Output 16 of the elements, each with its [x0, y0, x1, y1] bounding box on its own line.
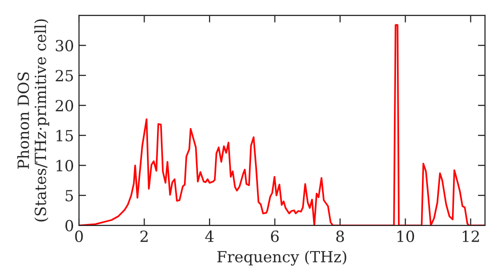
x-tick-label: 2 — [140, 230, 148, 242]
y-tick-label: 0 — [65, 220, 74, 232]
x-tick-label: 0 — [75, 230, 83, 242]
x-tick-label: 4 — [205, 230, 214, 242]
x-tick-label: 10 — [398, 230, 414, 242]
x-tick-label: 8 — [336, 230, 344, 242]
y-tick-label: 30 — [56, 40, 74, 52]
y-axis-title: Phonon DOS (States/THz·primitive cell) — [17, 19, 50, 222]
y-tick-label: 15 — [56, 130, 73, 142]
y-tick-label: 5 — [66, 190, 73, 202]
x-tick-label: 12 — [462, 230, 479, 242]
y-tick-label: 25 — [56, 70, 73, 82]
y-tick-label: 10 — [56, 160, 74, 172]
x-axis-title: Frequency (THz) — [217, 250, 346, 266]
x-tick-label: 6 — [270, 230, 279, 242]
y-tick-label: 20 — [56, 100, 74, 112]
